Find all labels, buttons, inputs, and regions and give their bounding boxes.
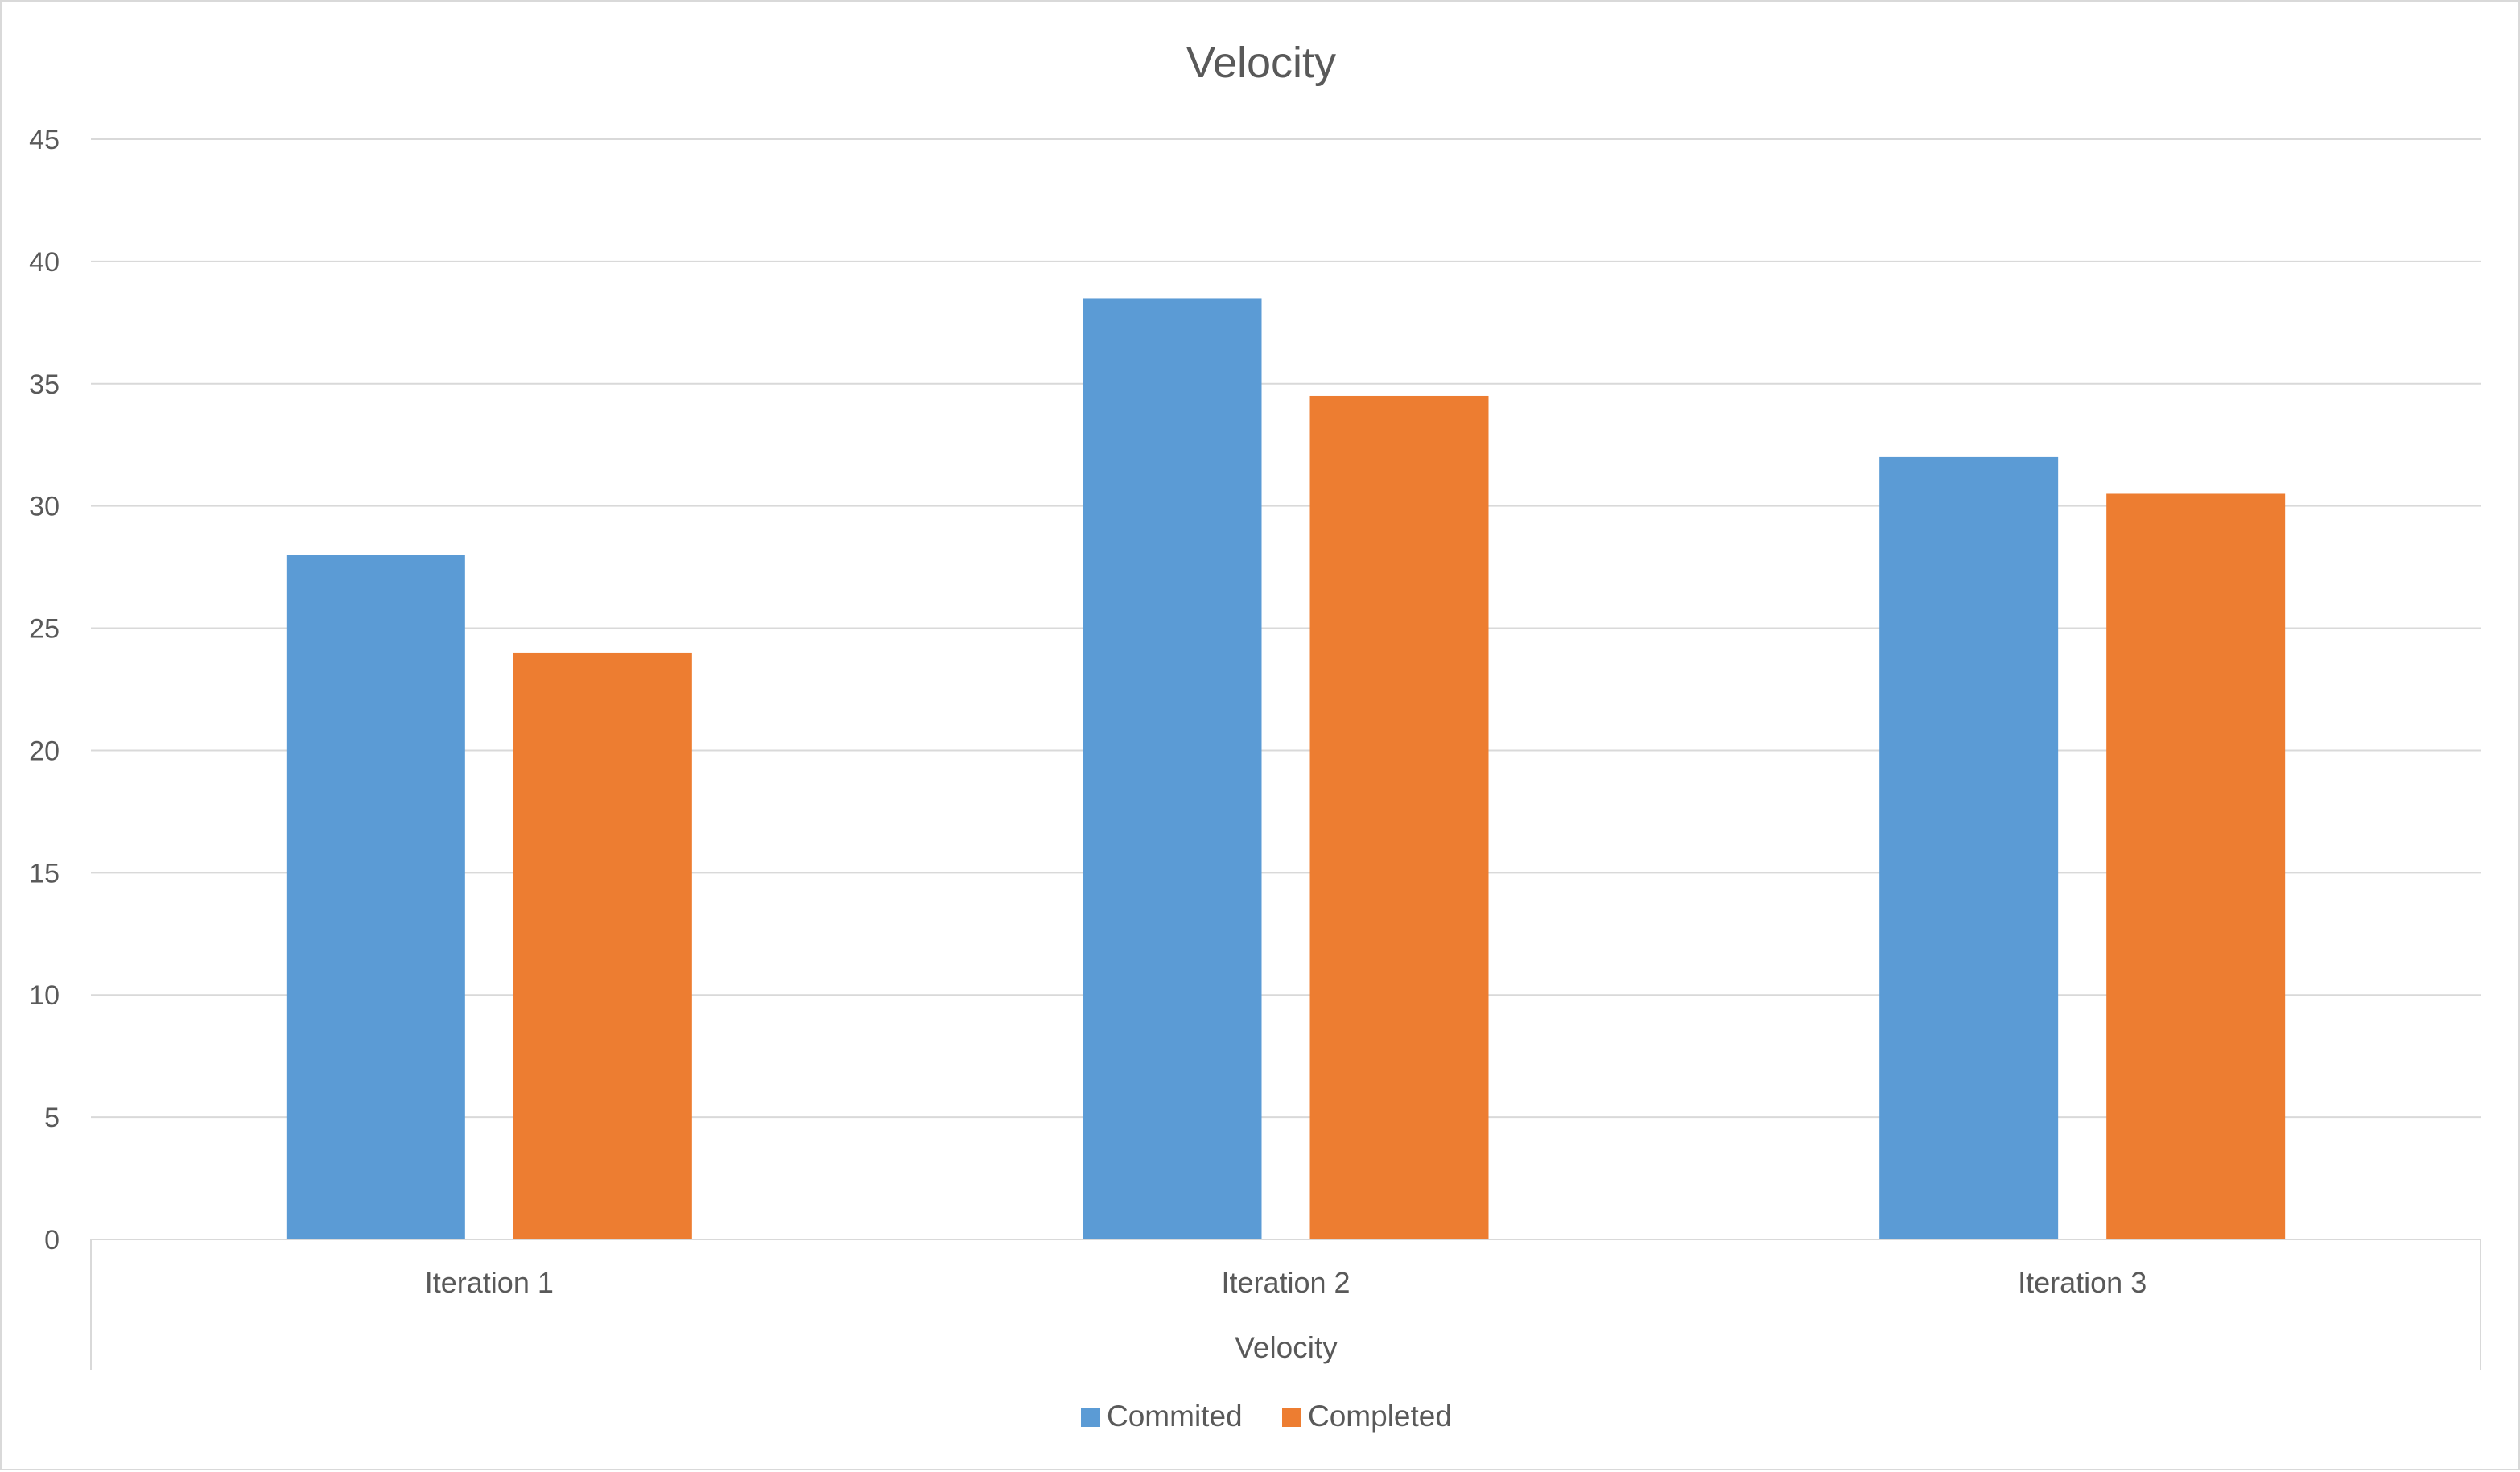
legend-label-commited: Commited [1107,1400,1243,1433]
x-axis-title: Velocity [1235,1331,1338,1364]
category-label: Iteration 3 [2018,1266,2147,1299]
chart-title: Velocity [1186,39,1336,87]
bar-completed-3 [2106,493,2286,1239]
y-tick-label: 0 [44,1225,60,1256]
legend-swatch-completed [1282,1408,1301,1427]
category-label: Iteration 2 [1221,1266,1350,1299]
bars [286,298,2286,1239]
y-tick-label: 5 [44,1103,60,1133]
category-label: Iteration 1 [425,1266,554,1299]
y-axis-tick-labels: 0 5 10 15 20 25 30 35 40 45 [29,125,60,1256]
legend-label-completed: Completed [1308,1400,1452,1433]
legend: Commited Completed [1081,1400,1452,1433]
y-tick-label: 10 [29,980,60,1011]
gridlines [91,138,2481,1119]
y-tick-label: 25 [29,614,60,645]
bar-completed-1 [513,652,692,1239]
legend-swatch-commited [1081,1408,1100,1427]
y-tick-label: 35 [29,369,60,400]
bar-commited-3 [1879,456,2059,1239]
y-tick-label: 40 [29,247,60,278]
bar-commited-2 [1083,298,1262,1239]
y-tick-label: 20 [29,736,60,766]
y-tick-label: 30 [29,492,60,522]
bar-completed-2 [1309,395,1489,1239]
y-tick-label: 45 [29,125,60,155]
category-labels: Iteration 1 Iteration 2 Iteration 3 [425,1266,2147,1299]
category-axis [90,1239,2481,1370]
y-tick-label: 15 [29,858,60,889]
bar-commited-1 [286,555,465,1239]
